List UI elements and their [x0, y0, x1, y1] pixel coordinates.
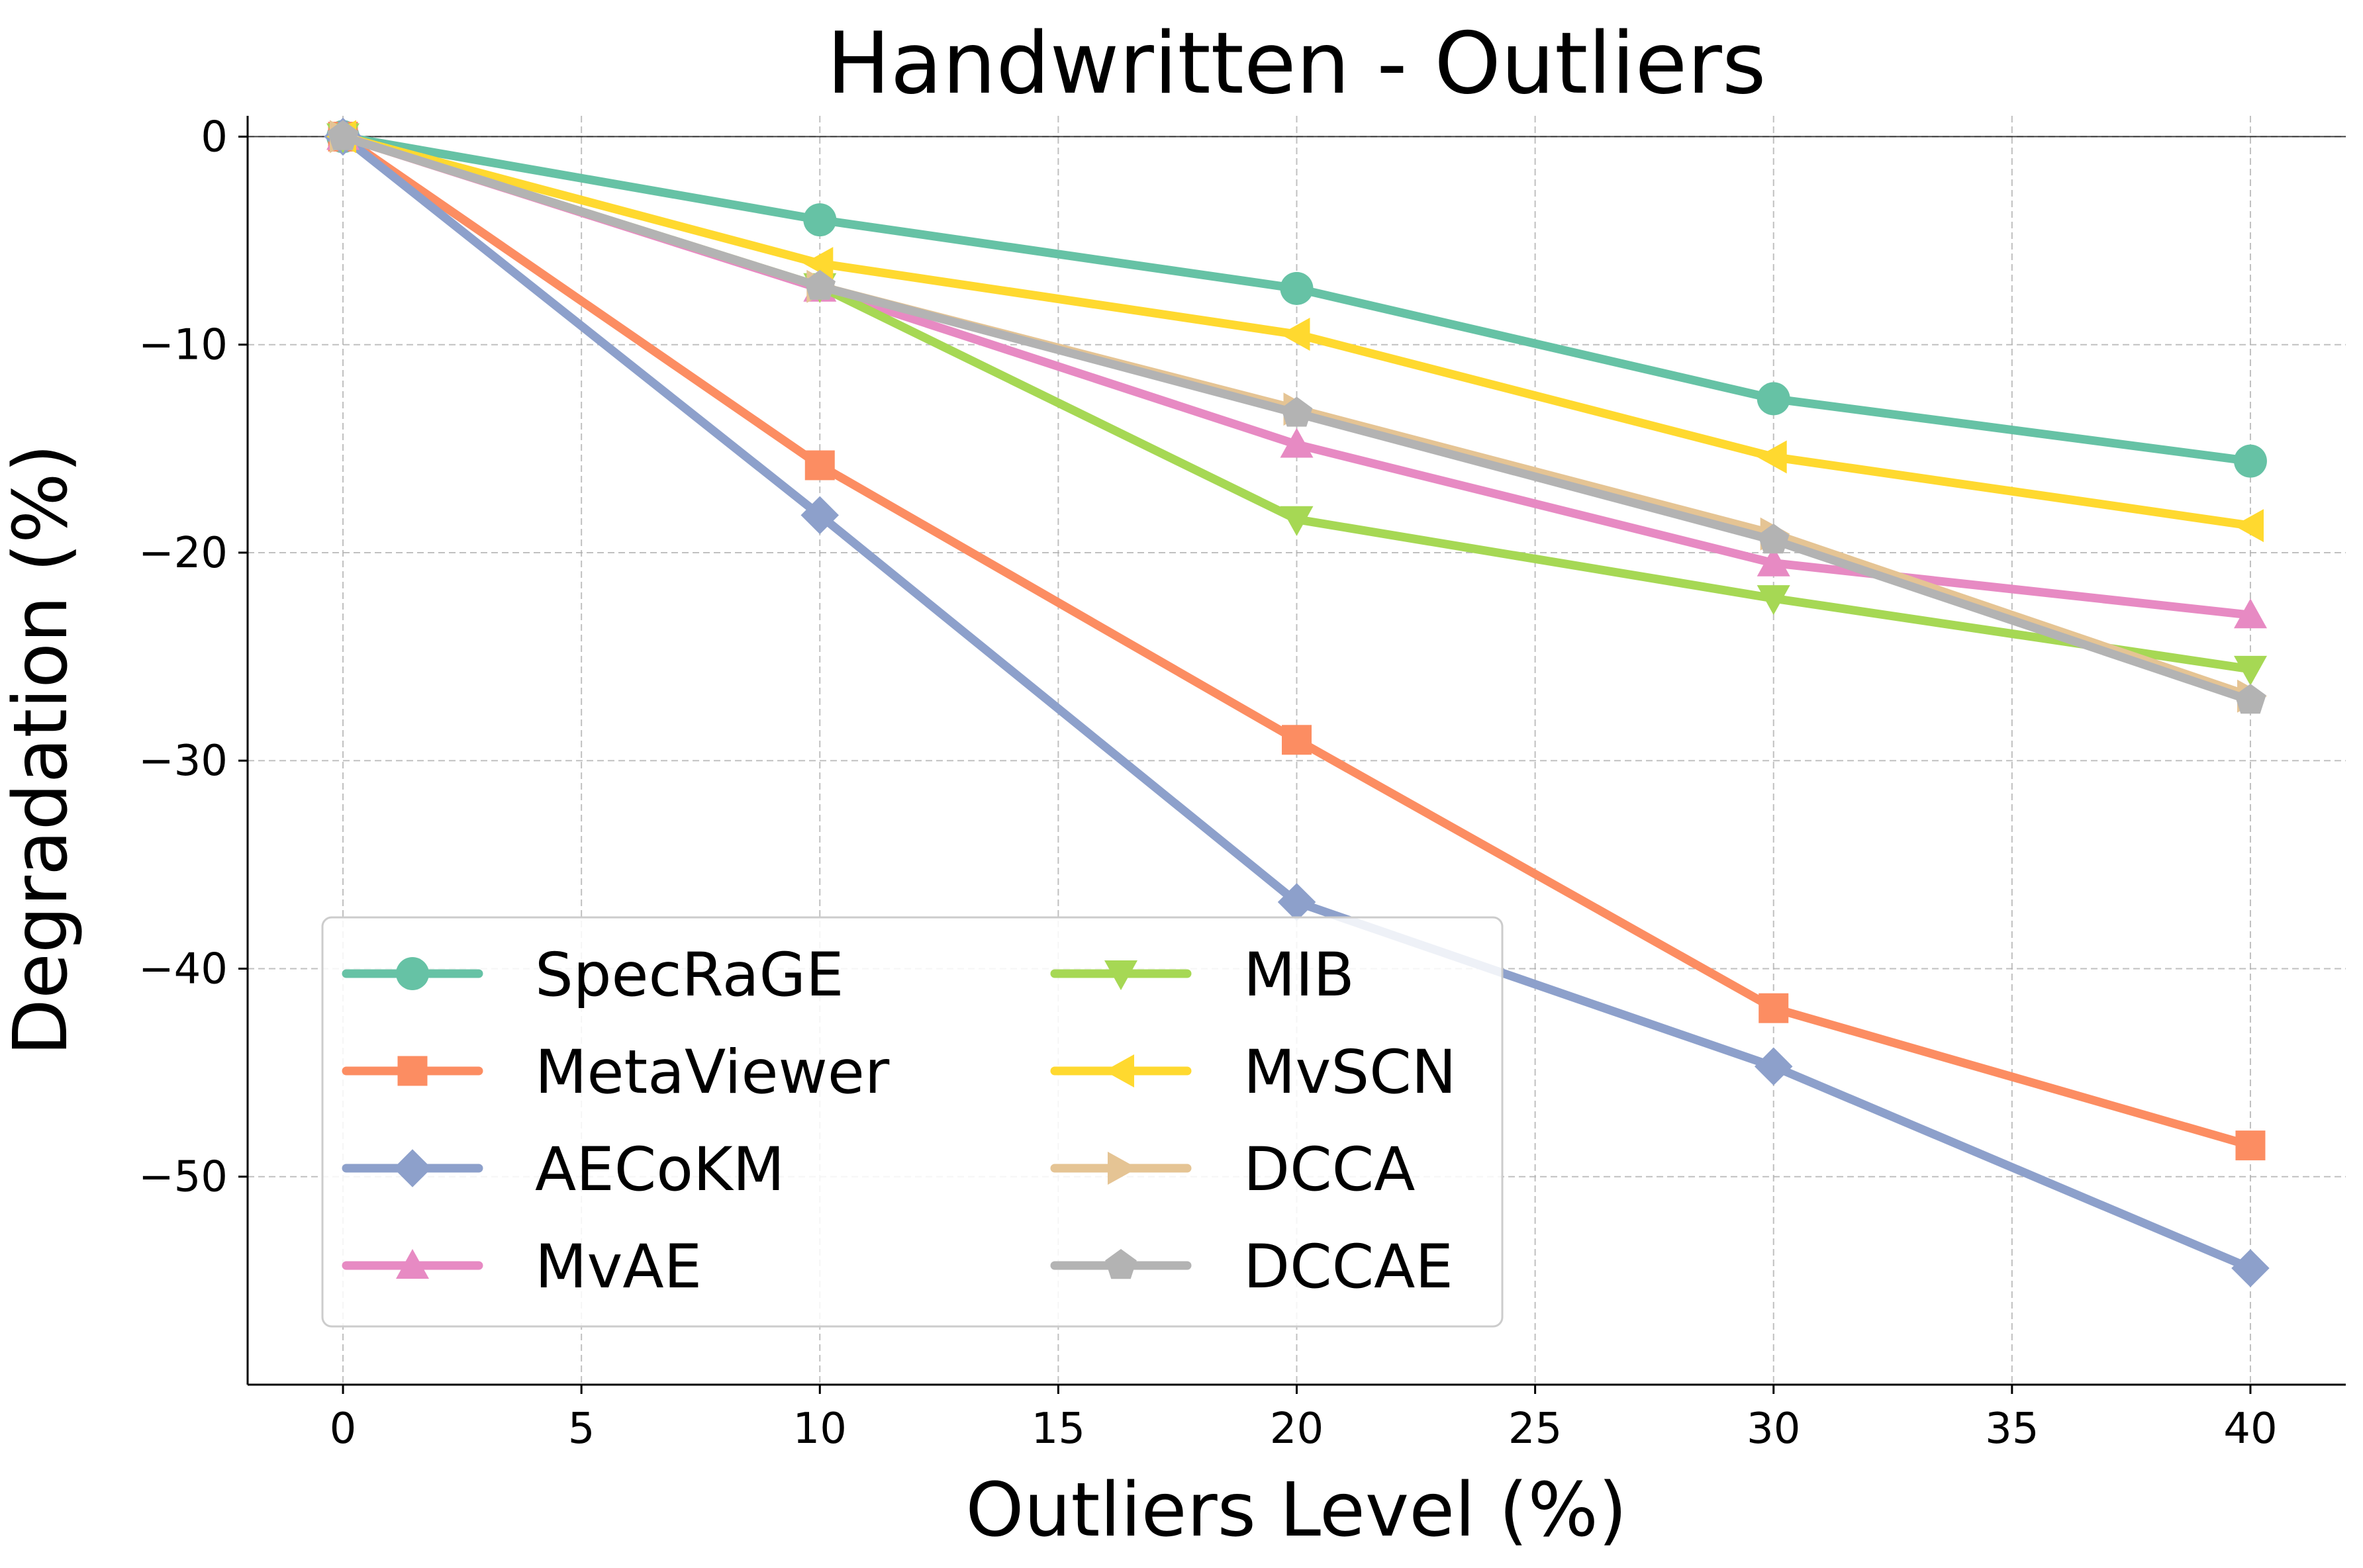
- legend-item-mvae: MvAE: [342, 1232, 702, 1302]
- legend-frame: [321, 916, 1504, 1328]
- legend-marker: [393, 1149, 432, 1187]
- y-tick-label: −50: [138, 1153, 228, 1202]
- data-point: [1755, 1047, 1793, 1085]
- x-ticks: 0 5 10 15 20 25 30 35 40: [330, 1385, 2278, 1453]
- data-point: [804, 450, 835, 481]
- legend: SpecRaGE MetaViewer AECoKM MvAE MIB MvSCN DCCA…: [321, 916, 1504, 1328]
- chart-title: Handwritten - Outliers: [827, 15, 1766, 113]
- x-tick-label: 10: [793, 1405, 847, 1453]
- legend-item-dccae: DCCAE: [1050, 1232, 1453, 1302]
- data-point: [803, 203, 837, 237]
- data-point: [2233, 444, 2267, 478]
- legend-item-specrage: SpecRaGE: [342, 941, 844, 1010]
- legend-marker: [1104, 960, 1137, 990]
- data-point: [2234, 598, 2267, 629]
- data-point: [1759, 993, 1789, 1023]
- legend-marker: [396, 1249, 429, 1279]
- data-point: [1277, 883, 1316, 921]
- y-tick-label: −30: [138, 737, 228, 786]
- data-point: [1282, 725, 1312, 755]
- data-point: [1280, 271, 1314, 305]
- legend-label: MIB: [1243, 941, 1355, 1010]
- legend-label: DCCA: [1243, 1135, 1415, 1205]
- series-specrage: [326, 120, 2267, 478]
- data-point: [1757, 585, 1790, 616]
- data-point: [1757, 546, 1790, 576]
- legend-label: SpecRaGE: [535, 941, 844, 1010]
- data-point: [1280, 396, 1313, 427]
- legend-marker: [396, 957, 429, 990]
- x-tick-label: 25: [1508, 1405, 1562, 1453]
- x-axis-label: Outliers Level (%): [965, 1467, 1627, 1553]
- data-point: [2231, 1249, 2270, 1287]
- x-tick-label: 0: [330, 1405, 357, 1453]
- data-point: [800, 496, 839, 535]
- legend-label: MetaViewer: [535, 1038, 890, 1107]
- data-point: [2234, 655, 2267, 686]
- data-point: [1757, 440, 1787, 474]
- y-tick-label: −20: [138, 529, 228, 578]
- y-axis-label: Degradation (%): [0, 444, 84, 1056]
- y-tick-label: 0: [201, 113, 228, 161]
- data-point: [1280, 506, 1314, 536]
- x-tick-label: 15: [1032, 1405, 1085, 1453]
- legend-item-mvscn: MvSCN: [1050, 1038, 1457, 1107]
- data-point: [803, 247, 834, 281]
- series-layer: [324, 117, 2270, 1287]
- x-tick-label: 5: [568, 1405, 595, 1453]
- legend-marker: [1105, 1249, 1137, 1279]
- data-point: [804, 269, 836, 300]
- legend-item-mib: MIB: [1050, 941, 1355, 1010]
- data-point: [327, 120, 359, 150]
- data-point: [1757, 382, 1790, 416]
- data-point: [1280, 428, 1314, 458]
- legend-label: MvSCN: [1243, 1038, 1457, 1107]
- y-ticks: 0 −10 −20 −30 −40 −50: [138, 113, 248, 1202]
- y-tick-label: −10: [138, 321, 228, 370]
- legend-label: AECoKM: [535, 1135, 785, 1205]
- data-point: [2234, 509, 2264, 543]
- x-tick-label: 40: [2223, 1405, 2277, 1453]
- data-point: [2235, 1130, 2266, 1161]
- data-point: [1280, 318, 1310, 351]
- legend-item-dcca: DCCA: [1050, 1135, 1415, 1205]
- x-tick-label: 35: [1985, 1405, 2039, 1453]
- legend-marker: [1108, 1152, 1137, 1185]
- x-tick-label: 30: [1747, 1405, 1800, 1453]
- legend-label: MvAE: [535, 1232, 702, 1302]
- series-dccae: [327, 120, 2266, 714]
- legend-item-aecokm: AECoKM: [342, 1135, 785, 1205]
- legend-marker: [397, 1056, 428, 1086]
- data-point: [2235, 684, 2266, 714]
- data-point: [1758, 524, 1790, 554]
- legend-label: DCCAE: [1243, 1232, 1453, 1302]
- legend-marker: [1104, 1054, 1134, 1087]
- legend-item-metaviewer: MetaViewer: [342, 1038, 890, 1107]
- y-tick-label: −40: [138, 945, 228, 993]
- x-tick-label: 20: [1270, 1405, 1324, 1453]
